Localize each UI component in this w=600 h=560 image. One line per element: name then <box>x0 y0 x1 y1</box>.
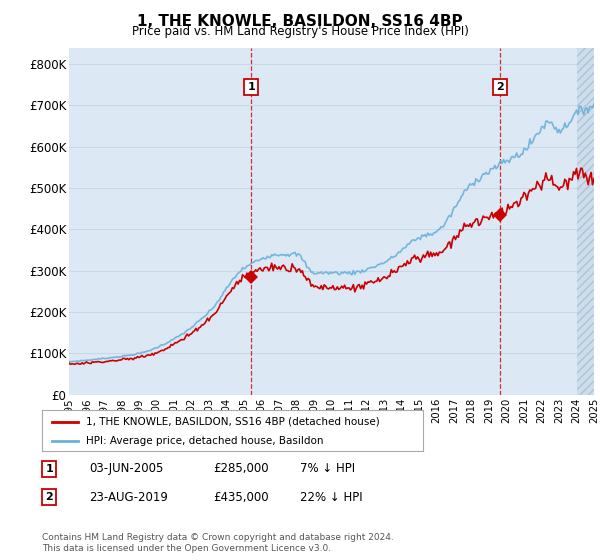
Text: 03-JUN-2005: 03-JUN-2005 <box>89 462 163 475</box>
Text: 1: 1 <box>46 464 53 474</box>
Text: 23-AUG-2019: 23-AUG-2019 <box>89 491 167 504</box>
Text: 1, THE KNOWLE, BASILDON, SS16 4BP: 1, THE KNOWLE, BASILDON, SS16 4BP <box>137 14 463 29</box>
Text: 22% ↓ HPI: 22% ↓ HPI <box>300 491 362 504</box>
Text: 7% ↓ HPI: 7% ↓ HPI <box>300 462 355 475</box>
Text: HPI: Average price, detached house, Basildon: HPI: Average price, detached house, Basi… <box>86 436 323 446</box>
Text: 2: 2 <box>496 82 504 92</box>
Bar <box>577 48 598 395</box>
Text: £435,000: £435,000 <box>213 491 269 504</box>
Text: Contains HM Land Registry data © Crown copyright and database right 2024.
This d: Contains HM Land Registry data © Crown c… <box>42 533 394 553</box>
Text: £285,000: £285,000 <box>213 462 269 475</box>
Text: 1: 1 <box>247 82 255 92</box>
Text: 2: 2 <box>46 492 53 502</box>
Text: 1, THE KNOWLE, BASILDON, SS16 4BP (detached house): 1, THE KNOWLE, BASILDON, SS16 4BP (detac… <box>86 417 380 427</box>
Text: Price paid vs. HM Land Registry's House Price Index (HPI): Price paid vs. HM Land Registry's House … <box>131 25 469 38</box>
